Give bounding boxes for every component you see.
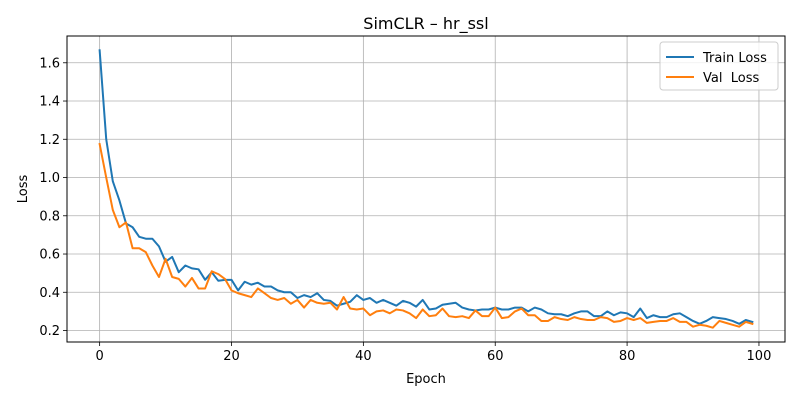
y-tick-label: 0.4 — [39, 286, 60, 301]
chart-title: SimCLR – hr_ssl — [363, 14, 488, 34]
series-line-val-loss — [98, 142, 754, 329]
x-tick-label: 60 — [487, 349, 504, 364]
y-tick-label: 0.6 — [39, 248, 60, 263]
axis-ticks: 0 20 40 60 80 100 0.2 0.4 0.6 0.8 1.0 1.2 1.4 1.6 — [39, 56, 771, 364]
legend: Train Loss Val Loss — [659, 41, 779, 91]
x-tick-label: 20 — [223, 349, 240, 364]
y-tick-label: 1.0 — [39, 171, 60, 186]
plot-frame — [66, 35, 786, 343]
y-tick-label: 1.2 — [39, 133, 60, 148]
y-tick-label: 1.4 — [39, 95, 60, 110]
series-line-train-loss — [98, 49, 754, 325]
series-layer — [98, 49, 754, 329]
x-axis-label: Epoch — [406, 372, 446, 387]
y-tick-label: 0.2 — [39, 324, 60, 339]
x-tick-label: 100 — [747, 349, 772, 364]
y-tick-label: 0.8 — [39, 209, 60, 224]
legend-val-loss-label: Val Loss — [703, 71, 759, 86]
legend-train-loss-label: Train Loss — [702, 51, 767, 66]
x-tick-label: 80 — [619, 349, 636, 364]
y-axis-label: Loss — [16, 175, 31, 204]
y-tick-label: 1.6 — [39, 56, 60, 71]
grid — [67, 36, 785, 342]
x-tick-label: 40 — [355, 349, 372, 364]
x-tick-label: 0 — [95, 349, 103, 364]
